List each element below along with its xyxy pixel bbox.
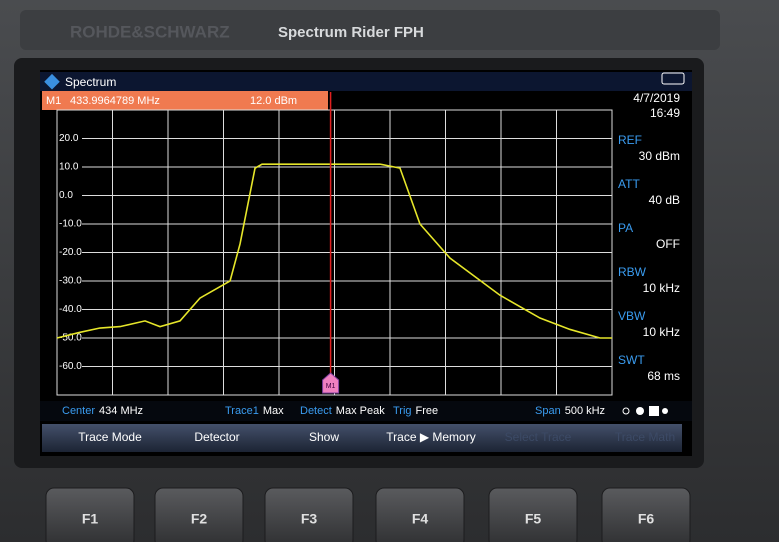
time: 16:49 bbox=[650, 106, 680, 120]
y-tick-label: 10.0 bbox=[59, 162, 79, 173]
y-tick-label: 20.0 bbox=[59, 133, 79, 144]
softkey[interactable]: Detector bbox=[194, 430, 239, 444]
y-tick-label: -60.0 bbox=[59, 361, 82, 372]
title-bar bbox=[40, 72, 692, 91]
softkey[interactable]: Select Trace bbox=[505, 430, 572, 444]
function-key-label: F6 bbox=[638, 511, 655, 527]
setting-label: RBW bbox=[618, 265, 647, 279]
device-photo: ROHDE&SCHWARZ Spectrum Rider FPH Spectru… bbox=[0, 0, 779, 542]
status-label: Span bbox=[535, 405, 561, 417]
softkey[interactable]: Trace Math bbox=[615, 430, 675, 444]
function-key-label: F3 bbox=[301, 511, 318, 527]
setting-label: PA bbox=[618, 221, 633, 235]
setting-value: 30 dBm bbox=[639, 149, 680, 163]
setting-label: REF bbox=[618, 133, 642, 147]
marker-symbol-label: M1 bbox=[326, 383, 336, 390]
status-value: Max Peak bbox=[336, 405, 385, 417]
marker-level: 12.0 dBm bbox=[250, 95, 297, 107]
status-value: Free bbox=[416, 405, 439, 417]
function-key-label: F1 bbox=[82, 511, 99, 527]
setting-label: ATT bbox=[618, 177, 640, 191]
model: Spectrum Rider FPH bbox=[278, 24, 424, 41]
marker-name: M1 bbox=[46, 95, 61, 107]
y-tick-label: -40.0 bbox=[59, 304, 82, 315]
setting-value: 10 kHz bbox=[643, 281, 680, 295]
function-key-label: F5 bbox=[525, 511, 542, 527]
function-key-label: F4 bbox=[412, 511, 429, 527]
status-value: Max bbox=[263, 405, 284, 417]
softkey[interactable]: Show bbox=[309, 430, 339, 444]
brand: ROHDE&SCHWARZ bbox=[70, 22, 230, 41]
setting-value: 68 ms bbox=[647, 369, 680, 383]
function-key-label: F2 bbox=[191, 511, 208, 527]
setting-value: 40 dB bbox=[649, 193, 680, 207]
y-tick-label: -30.0 bbox=[59, 276, 82, 287]
softkey[interactable]: Trace Mode bbox=[78, 430, 142, 444]
status-label: Detect bbox=[300, 405, 332, 417]
y-tick-label: 0.0 bbox=[59, 190, 73, 201]
mode-title: Spectrum bbox=[65, 75, 116, 89]
setting-label: SWT bbox=[618, 353, 645, 367]
setting-value: OFF bbox=[656, 237, 680, 251]
status-label: Center bbox=[62, 405, 95, 417]
status-label: Trig bbox=[393, 405, 412, 417]
setting-value: 10 kHz bbox=[643, 325, 680, 339]
setting-label: VBW bbox=[618, 309, 646, 323]
softkey[interactable]: Trace ▶ Memory bbox=[386, 430, 475, 444]
date: 4/7/2019 bbox=[633, 91, 680, 105]
marker-frequency: 433.9964789 MHz bbox=[70, 95, 160, 107]
y-tick-label: -20.0 bbox=[59, 247, 82, 258]
status-label: Trace1 bbox=[225, 405, 259, 417]
y-tick-label: -10.0 bbox=[59, 219, 82, 230]
status-value: 434 MHz bbox=[99, 405, 143, 417]
status-value: 500 kHz bbox=[565, 405, 605, 417]
